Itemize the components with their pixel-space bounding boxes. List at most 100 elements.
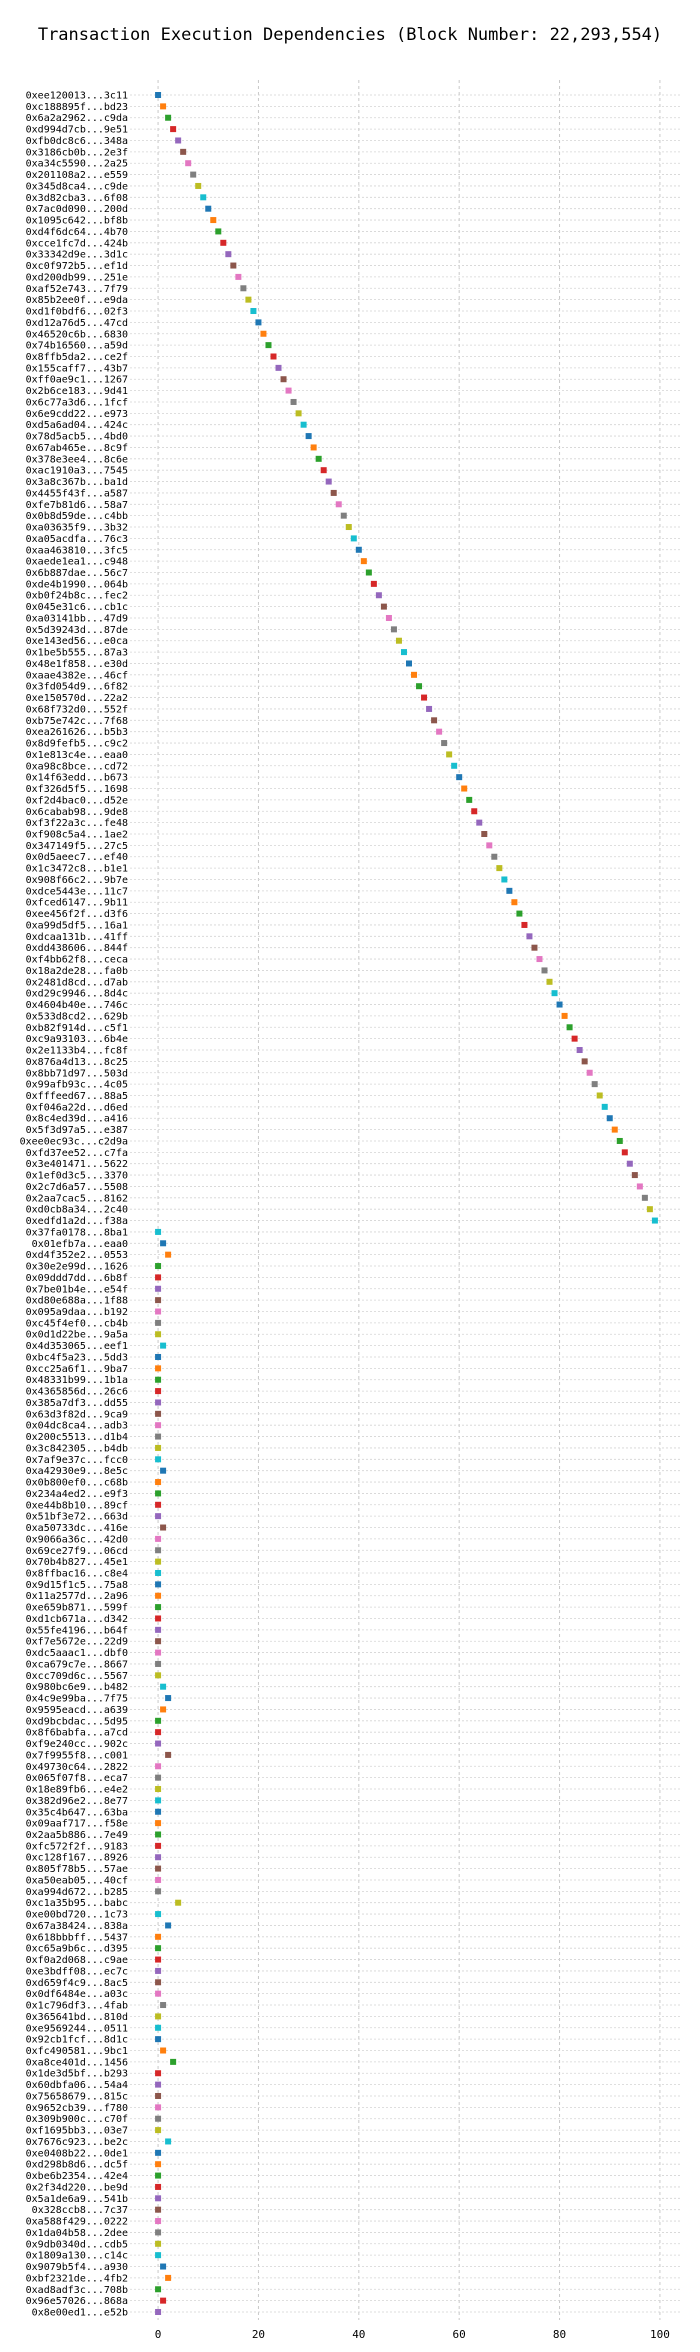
- data-point: [180, 148, 187, 155]
- data-point: [421, 694, 428, 701]
- y-tick-label: 0x0df6484e...a03c: [26, 1989, 128, 2000]
- data-point: [160, 1240, 167, 1247]
- x-tick-label: 100: [650, 2328, 670, 2341]
- data-point: [521, 921, 528, 928]
- y-tick-label: 0xe44b8b10...89cf: [26, 1500, 128, 1511]
- y-tick-label: 0x3186cb0b...2e3f: [26, 147, 128, 158]
- data-point: [285, 387, 292, 394]
- data-point: [355, 546, 362, 553]
- data-point: [300, 421, 307, 428]
- y-tick-label: 0x908f66c2...9b7e: [26, 875, 128, 886]
- data-point: [426, 705, 433, 712]
- x-tick-label: 80: [553, 2328, 566, 2341]
- data-point: [155, 2195, 162, 2202]
- data-point: [155, 1399, 162, 1406]
- data-point: [155, 1376, 162, 1383]
- y-tick-label: 0xe00bd720...1c73: [26, 1910, 128, 1921]
- data-point: [155, 1660, 162, 1667]
- data-points: [155, 92, 658, 2315]
- y-tick-label: 0x3e401471...5622: [26, 1159, 128, 1170]
- data-point: [160, 1467, 167, 1474]
- data-point: [536, 956, 543, 963]
- y-tick-label: 0x382d96e2...8e77: [26, 1796, 128, 1807]
- data-point: [160, 1683, 167, 1690]
- y-tick-label: 0xd9bcbdac...5d95: [26, 1716, 128, 1727]
- y-tick-label: 0xe0408b22...0de1: [26, 2148, 128, 2159]
- data-point: [160, 103, 167, 110]
- data-point: [621, 1149, 628, 1156]
- y-tick-label: 0xa03141bb...47d9: [26, 613, 128, 624]
- y-tick-label: 0xfced6147...9b11: [26, 898, 128, 909]
- x-tick-label: 60: [453, 2328, 466, 2341]
- data-point: [155, 1410, 162, 1417]
- data-point: [155, 1740, 162, 1747]
- data-point: [155, 1672, 162, 1679]
- data-point: [441, 740, 448, 747]
- data-point: [175, 137, 182, 144]
- y-tick-label: 0xaf52e743...7f79: [26, 284, 128, 295]
- x-tick-label: 40: [352, 2328, 365, 2341]
- y-tick-label: 0x200c5513...d1b4: [26, 1432, 128, 1443]
- y-tick-label: 0x69ce27f9...06cd: [26, 1546, 128, 1557]
- data-point: [561, 1012, 568, 1019]
- data-point: [155, 1433, 162, 1440]
- data-point: [330, 489, 337, 496]
- data-point: [155, 1490, 162, 1497]
- y-tick-label: 0xfc572f2f...9183: [26, 1841, 128, 1852]
- y-tick-label: 0x234a4ed2...e9f3: [26, 1489, 128, 1500]
- y-tick-label: 0x04dc8ca4...adb3: [26, 1421, 128, 1432]
- data-point: [155, 1479, 162, 1486]
- y-tick-label: 0x99afb93c...4c05: [26, 1080, 128, 1091]
- y-tick-label: 0xee0ec93c...c2d9a: [20, 1136, 128, 1147]
- data-point: [155, 1331, 162, 1338]
- y-tick-label: 0x6a2a2962...c9da: [26, 113, 128, 124]
- data-point: [456, 774, 463, 781]
- y-tick-label: 0x876a4d13...8c25: [26, 1057, 128, 1068]
- y-tick-label: 0xd298b8d6...dc5f: [26, 2160, 128, 2171]
- data-point: [571, 1035, 578, 1042]
- y-tick-label: 0xd1f0bdf6...02f3: [26, 307, 128, 318]
- y-tick-label: 0x33342d9e...3d1c: [26, 250, 128, 261]
- y-tick-label: 0x8ffbac16...c8e4: [26, 1569, 128, 1580]
- y-tick-label: 0x9652cb39...f780: [26, 2103, 128, 2114]
- data-point: [250, 308, 257, 315]
- y-tick-label: 0xf0a2d068...c9ae: [26, 1955, 128, 1966]
- data-point: [360, 558, 367, 565]
- y-tick-label: 0xff0ae9c1...1267: [26, 375, 128, 386]
- data-point: [320, 467, 327, 474]
- y-tick-label: 0xa42930e9...8e5c: [26, 1466, 128, 1477]
- y-tick-label: 0xf3f22a3c...fe48: [26, 818, 128, 829]
- y-tick-label: 0xd12a76d5...47cd: [26, 318, 128, 329]
- data-point: [636, 1183, 643, 1190]
- y-tick-label: 0xcce1fc7d...424b: [26, 238, 128, 249]
- y-tick-label: 0xa03635f9...3b32: [26, 523, 128, 534]
- y-tick-label: 0x18e89fb6...e4e2: [26, 1785, 128, 1796]
- y-tick-label: 0x8d9fefb5...c9c2: [26, 739, 128, 750]
- data-point: [155, 1308, 162, 1315]
- data-point: [155, 1547, 162, 1554]
- y-tick-label: 0x7676c923...be2c: [26, 2137, 128, 2148]
- data-point: [155, 1956, 162, 1963]
- y-tick-label: 0x328ccb8...7c37: [32, 2205, 128, 2216]
- y-tick-label: 0x70b4b827...45e1: [26, 1557, 128, 1568]
- data-point: [155, 1990, 162, 1997]
- y-tick-label: 0x11a2577d...2a96: [26, 1591, 128, 1602]
- data-point: [531, 944, 538, 951]
- data-point: [155, 1774, 162, 1781]
- x-tick-labels: 0 20 40 60 80 100: [155, 2328, 670, 2341]
- data-point: [390, 626, 397, 633]
- y-tick-label: 0x48e1f858...e30d: [26, 659, 128, 670]
- data-point: [395, 637, 402, 644]
- y-tick-label: 0xdc5aaac1...dbf0: [26, 1648, 128, 1659]
- y-tick-label: 0x48331b99...1b1a: [26, 1375, 128, 1386]
- data-point: [155, 1820, 162, 1827]
- data-point: [165, 1695, 172, 1702]
- y-tick-label: 0x1e813c4e...eaa0: [26, 750, 128, 761]
- y-tick-label: 0x1ef0d3c5...3370: [26, 1171, 128, 1182]
- data-point: [155, 1592, 162, 1599]
- y-tick-label: 0xaede1ea1...c948: [26, 557, 128, 568]
- y-tick-labels: 0xee120013...3c110xc188895f...bd230x6a2a…: [20, 91, 128, 2319]
- data-point: [566, 1024, 573, 1031]
- data-point: [155, 2115, 162, 2122]
- y-tick-label: 0x68f732d0...552f: [26, 704, 128, 715]
